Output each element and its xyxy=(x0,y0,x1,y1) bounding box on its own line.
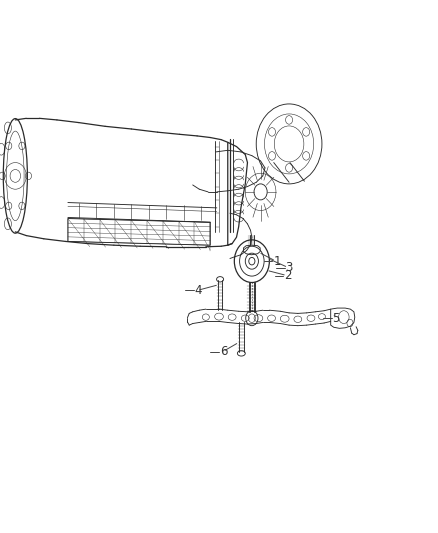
Text: 1: 1 xyxy=(273,255,281,268)
Text: 2: 2 xyxy=(284,269,292,282)
Text: 6: 6 xyxy=(220,345,227,358)
Text: 5: 5 xyxy=(332,312,340,325)
Text: 4: 4 xyxy=(194,284,202,297)
Text: 3: 3 xyxy=(286,261,293,274)
